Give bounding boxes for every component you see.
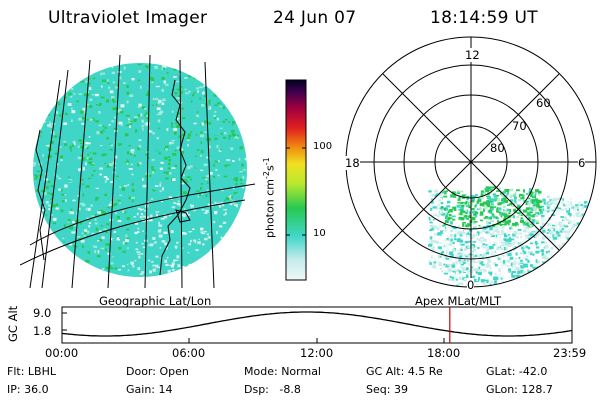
app-title: Ultraviolet Imager xyxy=(48,8,208,28)
status-seq: Seq: 39 xyxy=(366,383,408,396)
status-glon: GLon: 128.7 xyxy=(486,383,553,396)
status-door: Door: Open xyxy=(126,365,189,378)
lat-label-70: 70 xyxy=(512,119,527,133)
orbit-ytick-9: 9.0 xyxy=(33,306,52,320)
orbit-xtick-2359: 23:59 xyxy=(553,346,587,360)
image-time: 18:14:59 UT xyxy=(430,8,538,28)
orbit-xtick-0000: 00:00 xyxy=(45,346,79,360)
colorbar-tick-10: 10 xyxy=(313,228,326,239)
altitude-curve xyxy=(61,311,573,337)
orbit-ylabel: GC Alt xyxy=(6,305,20,342)
mlt-label-0: 0 xyxy=(467,278,475,292)
orbit-xtick-1800: 18:00 xyxy=(427,346,461,360)
geographic-title: Geographic Lat/Lon xyxy=(99,294,212,308)
status-gc-alt: GC Alt: 4.5 Re xyxy=(366,365,443,378)
image-date: 24 Jun 07 xyxy=(273,8,357,28)
status-ip: IP: 36.0 xyxy=(7,383,49,396)
mlt-label-6: 6 xyxy=(578,156,586,170)
lat-label-80: 80 xyxy=(490,141,505,155)
mlt-label-12: 12 xyxy=(465,48,480,62)
status-filter: Flt: LBHL xyxy=(7,365,56,378)
status-glat: GLat: -42.0 xyxy=(486,365,548,378)
status-mode: Mode: Normal xyxy=(244,365,321,378)
orbit-xtick-1200: 12:00 xyxy=(300,346,334,360)
mlt-label-18: 18 xyxy=(345,156,360,170)
orbit-xtick-0600: 06:00 xyxy=(172,346,206,360)
status-dsp: Dsp: -8.8 xyxy=(244,383,301,396)
orbit-ytick-1-8: 1.8 xyxy=(33,324,52,338)
lat-label-60: 60 xyxy=(536,96,551,110)
apex-title: Apex MLat/MLT xyxy=(415,294,502,308)
coastline xyxy=(35,79,191,276)
colorbar-tick-100: 100 xyxy=(313,141,333,152)
status-gain: Gain: 14 xyxy=(126,383,173,396)
